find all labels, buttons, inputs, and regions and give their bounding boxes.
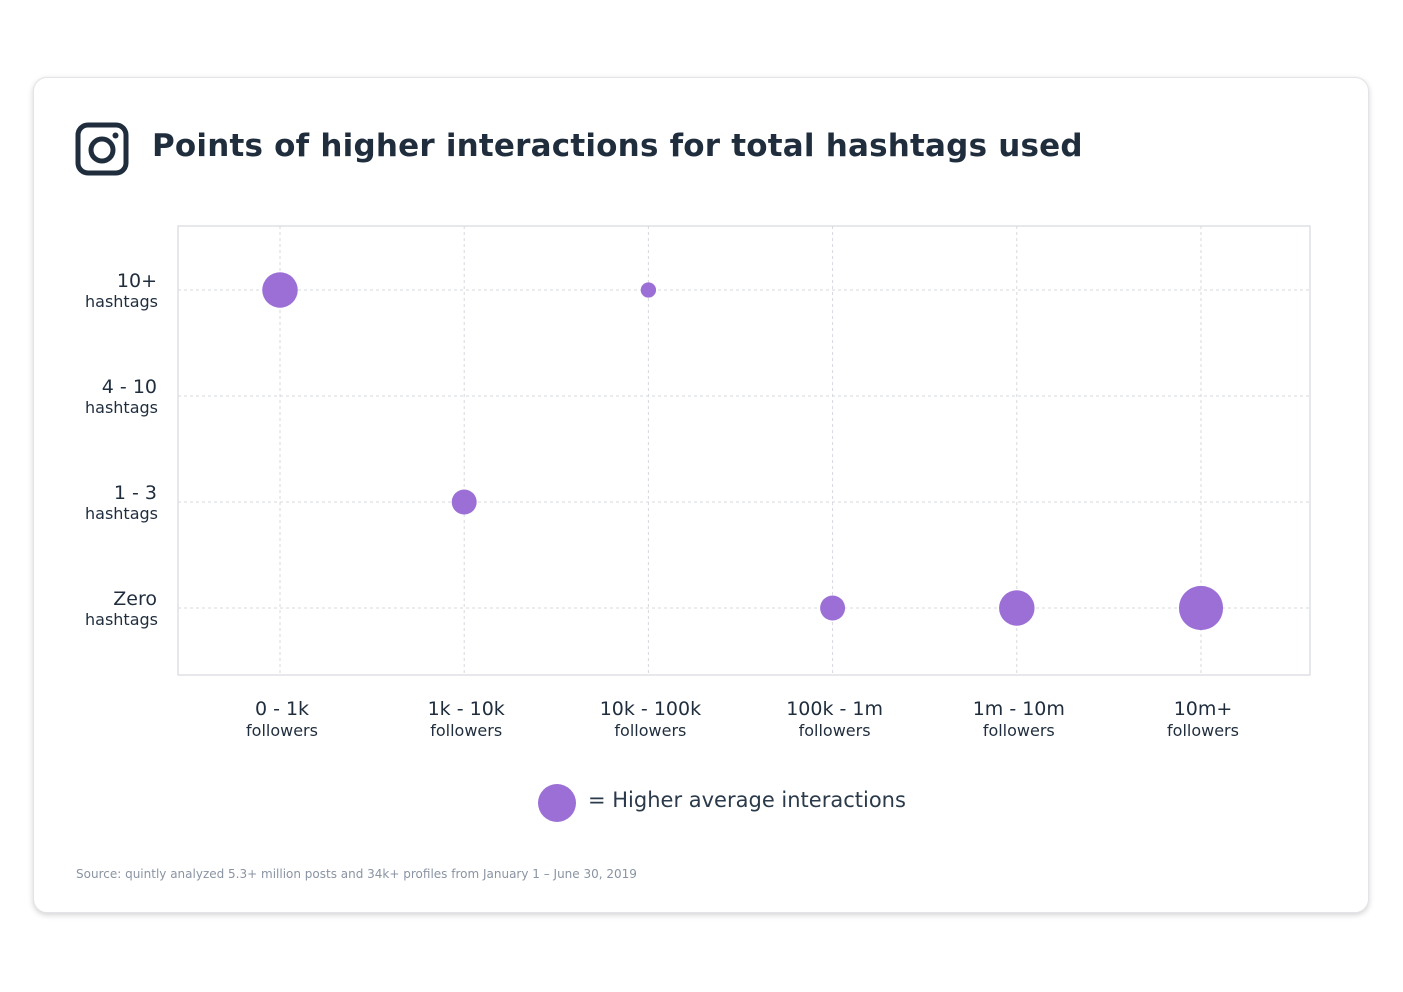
y-tick-sublabel: hashtags xyxy=(85,292,158,311)
x-tick-sublabel: followers xyxy=(430,721,502,740)
source-note: Source: quintly analyzed 5.3+ million po… xyxy=(76,867,637,881)
x-tick-sublabel: followers xyxy=(983,721,1055,740)
x-tick-sublabel: followers xyxy=(1167,721,1239,740)
data-point xyxy=(451,489,477,515)
x-tick-sublabel: followers xyxy=(614,721,686,740)
x-tick-label: 10k - 100k xyxy=(600,698,701,720)
plot-area xyxy=(177,225,1311,676)
x-tick-label: 10m+ xyxy=(1174,698,1233,720)
y-tick-label: 1 - 3 xyxy=(114,482,157,504)
y-tick-sublabel: hashtags xyxy=(85,504,158,523)
data-point xyxy=(640,282,657,298)
y-tick-label: 10+ xyxy=(117,270,157,292)
instagram-icon xyxy=(75,122,129,176)
y-tick-sublabel: hashtags xyxy=(85,398,158,417)
x-tick-label: 1k - 10k xyxy=(428,698,505,720)
x-tick-sublabel: followers xyxy=(799,721,871,740)
legend-label: = Higher average interactions xyxy=(588,788,906,812)
y-tick-sublabel: hashtags xyxy=(85,610,158,629)
data-point xyxy=(262,272,298,308)
x-tick-label: 100k - 1m xyxy=(786,698,883,720)
legend-swatch xyxy=(538,784,576,822)
chart-title: Points of higher interactions for total … xyxy=(152,128,1083,164)
y-tick-label: Zero xyxy=(113,588,157,610)
x-tick-label: 0 - 1k xyxy=(255,698,309,720)
chart-card xyxy=(33,77,1369,913)
data-point xyxy=(820,595,846,621)
data-point xyxy=(999,590,1035,626)
data-point xyxy=(1178,585,1224,631)
x-tick-sublabel: followers xyxy=(246,721,318,740)
x-tick-label: 1m - 10m xyxy=(973,698,1065,720)
y-tick-label: 4 - 10 xyxy=(102,376,157,398)
